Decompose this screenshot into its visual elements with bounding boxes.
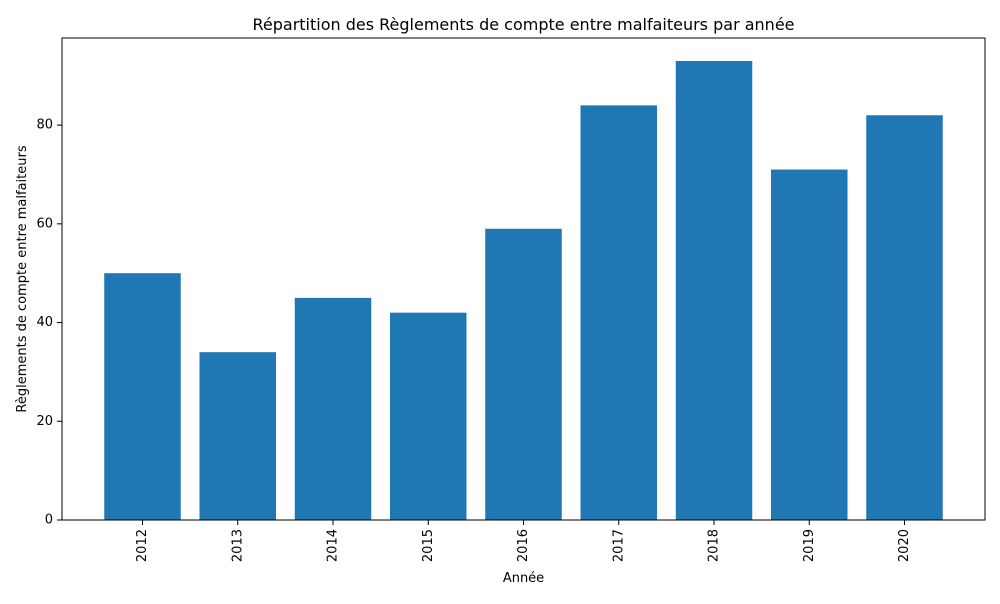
bar-2019 (771, 169, 848, 521)
bar-2018 (675, 60, 753, 520)
x-tick-label: 2013 (230, 529, 245, 562)
x-tick-label: 2017 (611, 529, 626, 562)
x-tick-label: 2012 (135, 529, 150, 562)
bar-2015 (390, 312, 467, 520)
chart-title: Répartition des Règlements de compte ent… (252, 15, 794, 34)
bar-2016 (485, 228, 562, 520)
y-tick-label: 0 (45, 513, 53, 528)
x-tick-label: 2018 (707, 529, 722, 562)
x-tick-label: 2015 (421, 529, 436, 562)
x-tick-label: 2014 (326, 529, 341, 562)
y-axis-label: Règlements de compte entre malfaiteurs (15, 145, 30, 412)
bar-2013 (199, 352, 276, 520)
bar-2017 (580, 105, 657, 520)
x-axis-label: Année (503, 571, 544, 586)
bars-group (104, 60, 943, 521)
x-tick-label: 2020 (897, 529, 912, 562)
bar-2020 (866, 115, 943, 520)
y-tick-label: 20 (36, 414, 53, 429)
y-tick-label: 40 (36, 315, 53, 330)
y-axis: 0 20 40 60 80 (36, 118, 62, 528)
y-tick-label: 60 (36, 216, 53, 231)
x-tick-label: 2019 (802, 529, 817, 562)
x-axis: 2012 2013 2014 2015 2016 2017 2018 2019 2020 (135, 520, 912, 562)
bar-2012 (104, 273, 181, 520)
bar-2014 (294, 297, 372, 520)
x-tick-label: 2016 (516, 529, 531, 562)
y-tick-label: 80 (36, 118, 53, 133)
